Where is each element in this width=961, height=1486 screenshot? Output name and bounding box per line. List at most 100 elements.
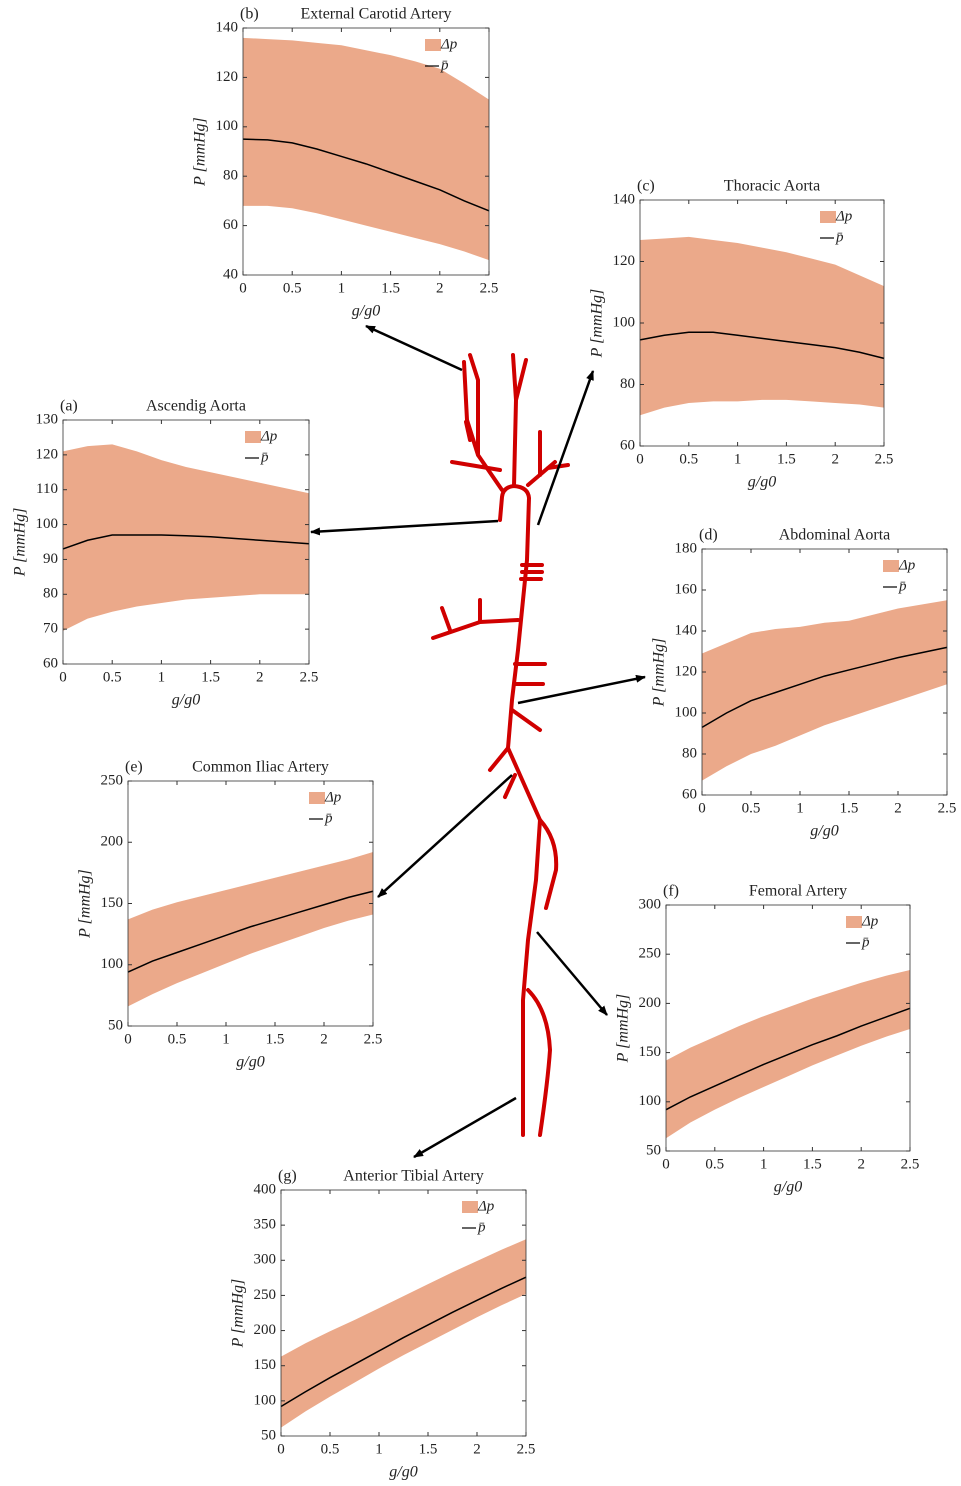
x-tick-label: 2.5 [901,1156,920,1172]
arrow [537,932,607,1015]
legend-swatch [883,560,899,572]
x-axis-label: g/g0 [810,823,838,840]
legend-label: Δp [260,428,278,444]
legend-label: Δp [477,1198,495,1214]
y-tick-label: 80 [620,376,635,392]
legend-label: p̄ [898,578,907,594]
x-tick-label: 1 [158,669,166,685]
x-tick-label: 0.5 [283,280,302,296]
arrow [414,1098,516,1157]
chart: 5010015020025000.511.522.5g/g0P [mmHg](e… [77,759,383,1071]
x-tick-label: 1 [734,451,742,467]
x-tick-label: 2.5 [938,800,957,816]
arrow [366,326,462,370]
legend-swatch [846,916,862,928]
legend-label: Δp [835,208,853,224]
x-axis-label: g/g0 [774,1179,802,1196]
panel-label: (g) [278,1168,297,1185]
y-tick-label: 200 [639,995,662,1011]
artery-tree [433,355,568,1135]
x-tick-label: 0.5 [321,1441,340,1457]
x-tick-label: 0 [636,451,644,467]
y-tick-label: 60 [682,786,697,802]
x-tick-label: 2 [894,800,902,816]
x-axis-label: g/g0 [748,474,776,491]
page: 40608010012014000.511.522.5g/g0P [mmHg](… [0,0,961,1486]
x-tick-label: 0.5 [168,1031,187,1047]
x-tick-label: 2 [256,669,264,685]
y-tick-label: 140 [216,19,239,35]
x-tick-label: 1 [338,280,346,296]
x-tick-label: 2 [436,280,444,296]
y-tick-label: 50 [646,1142,661,1158]
y-axis-label: P [mmHg] [589,289,606,359]
legend-label: p̄ [861,934,870,950]
x-tick-label: 1 [796,800,804,816]
y-tick-label: 160 [675,581,698,597]
legend-swatch [820,211,836,223]
y-tick-label: 400 [254,1181,277,1197]
y-tick-label: 80 [682,745,697,761]
y-tick-label: 50 [261,1427,276,1443]
legend-label: p̄ [260,449,269,465]
x-tick-label: 0 [662,1156,670,1172]
x-tick-label: 2.5 [300,669,319,685]
y-tick-label: 350 [254,1217,277,1233]
x-tick-label: 0 [124,1031,132,1047]
y-tick-label: 120 [216,69,239,85]
panel-label: (c) [637,178,655,195]
y-tick-label: 80 [43,586,58,602]
y-axis-label: P [mmHg] [12,508,29,578]
arrow [518,677,645,703]
panel-label: (e) [125,759,143,776]
x-tick-label: 2 [857,1156,865,1172]
x-tick-label: 0.5 [103,669,122,685]
legend-swatch [309,792,325,804]
x-tick-label: 0 [59,669,67,685]
arrow [538,371,593,525]
chart-title: Thoracic Aorta [724,178,820,195]
y-tick-label: 80 [223,168,238,184]
y-tick-label: 60 [620,437,635,453]
arrow [311,521,498,532]
chart-title: Femoral Artery [749,883,847,900]
x-tick-label: 0.5 [742,800,761,816]
y-tick-label: 100 [254,1392,277,1408]
y-tick-label: 120 [613,253,636,269]
chart-title: Abdominal Aorta [779,527,891,544]
x-tick-label: 2.5 [480,280,499,296]
panel-label: (b) [240,6,259,23]
y-tick-label: 100 [613,314,636,330]
x-tick-label: 2.5 [517,1441,536,1457]
y-tick-label: 100 [675,704,698,720]
x-tick-label: 1 [375,1441,383,1457]
legend-label: p̄ [324,810,333,826]
y-tick-label: 180 [675,540,698,556]
x-axis-label: g/g0 [352,303,380,320]
chart-title: Common Iliac Artery [192,759,329,776]
y-axis-label: P [mmHg] [651,638,668,708]
x-axis-label: g/g0 [389,1464,417,1481]
y-tick-label: 100 [36,516,59,532]
panel-label: (f) [663,883,679,900]
y-tick-label: 120 [36,446,59,462]
x-tick-label: 1.5 [777,451,796,467]
y-tick-label: 200 [254,1322,277,1338]
panel-label: (a) [60,398,78,415]
x-tick-label: 2 [473,1441,481,1457]
legend-label: Δp [324,789,342,805]
x-axis-label: g/g0 [236,1054,264,1071]
x-tick-label: 2 [320,1031,328,1047]
x-tick-label: 1.5 [419,1441,438,1457]
chart-title: Anterior Tibial Artery [343,1168,483,1185]
y-tick-label: 60 [223,217,238,233]
legend-swatch [425,39,441,51]
y-tick-label: 110 [36,481,58,497]
x-tick-label: 0 [277,1441,285,1457]
y-tick-label: 90 [43,551,58,567]
y-tick-label: 250 [254,1287,277,1303]
figure: 40608010012014000.511.522.5g/g0P [mmHg](… [0,0,961,1486]
y-tick-label: 140 [675,622,698,638]
